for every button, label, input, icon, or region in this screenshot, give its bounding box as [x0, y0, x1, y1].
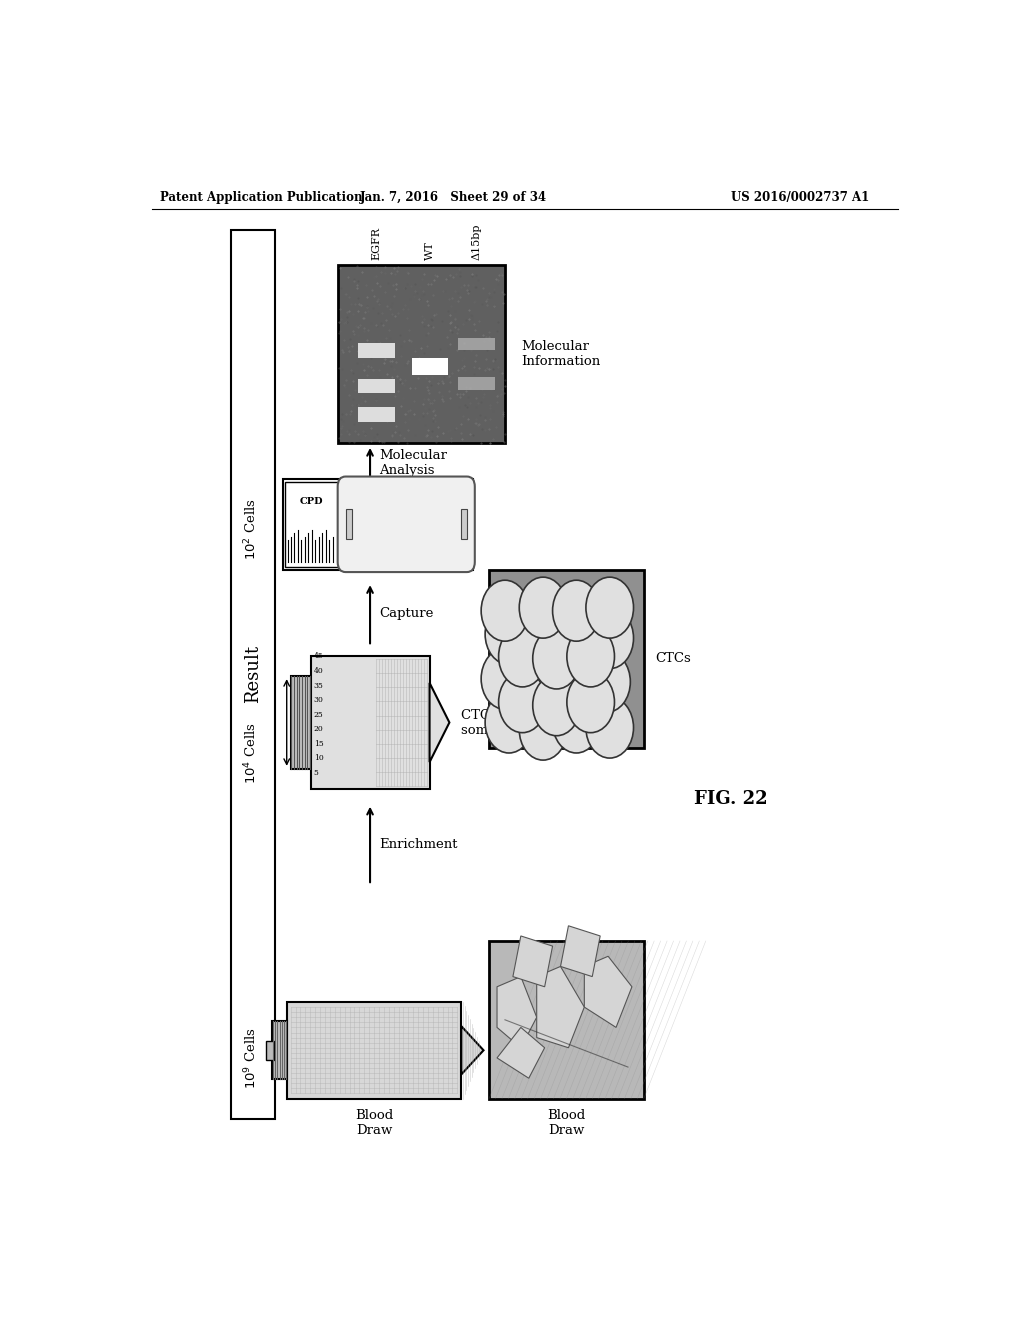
- Bar: [489, 570, 644, 748]
- Circle shape: [519, 577, 567, 638]
- Circle shape: [481, 581, 528, 642]
- Bar: [310, 656, 430, 788]
- Polygon shape: [497, 1027, 545, 1078]
- Text: $10^4$ Cells: $10^4$ Cells: [243, 722, 259, 784]
- Circle shape: [586, 697, 634, 758]
- Circle shape: [586, 607, 634, 669]
- Bar: [266, 1040, 274, 1060]
- Circle shape: [485, 692, 532, 752]
- Bar: [412, 358, 449, 375]
- Text: $10^2$ Cells: $10^2$ Cells: [243, 499, 259, 561]
- Bar: [358, 343, 395, 358]
- Text: US 2016/0002737 A1: US 2016/0002737 A1: [731, 191, 869, 203]
- Text: 5: 5: [313, 768, 318, 776]
- Text: Blood
Draw: Blood Draw: [548, 1109, 586, 1137]
- Text: 20: 20: [313, 725, 324, 733]
- Text: Molecular
Analysis: Molecular Analysis: [380, 449, 447, 478]
- Bar: [283, 479, 473, 570]
- Polygon shape: [585, 956, 632, 1027]
- Bar: [287, 1002, 462, 1098]
- Bar: [461, 510, 467, 540]
- Bar: [285, 482, 339, 568]
- Bar: [358, 408, 395, 421]
- Circle shape: [519, 700, 567, 760]
- Text: 35: 35: [313, 681, 324, 689]
- Circle shape: [532, 675, 581, 735]
- Polygon shape: [560, 925, 600, 977]
- Text: Result: Result: [244, 645, 262, 704]
- Text: WT: WT: [425, 242, 435, 260]
- Polygon shape: [430, 682, 450, 762]
- Bar: [459, 338, 495, 351]
- Text: CTCs: CTCs: [655, 652, 691, 665]
- Text: Jan. 7, 2016   Sheet 29 of 34: Jan. 7, 2016 Sheet 29 of 34: [359, 191, 547, 203]
- Circle shape: [499, 672, 546, 733]
- Circle shape: [532, 628, 581, 689]
- Text: 15: 15: [313, 739, 324, 747]
- FancyBboxPatch shape: [338, 477, 475, 572]
- Text: EGFR: EGFR: [372, 227, 382, 260]
- Circle shape: [586, 577, 634, 638]
- Text: Molecular
Information: Molecular Information: [521, 341, 600, 368]
- Polygon shape: [462, 1026, 483, 1074]
- Text: 30: 30: [313, 696, 324, 704]
- Bar: [338, 265, 505, 444]
- Text: Blood
Draw: Blood Draw: [355, 1109, 393, 1137]
- Bar: [346, 510, 352, 540]
- Circle shape: [583, 651, 631, 713]
- Text: Δ15bp: Δ15bp: [472, 223, 481, 260]
- Circle shape: [553, 692, 600, 752]
- Circle shape: [499, 626, 546, 686]
- Polygon shape: [513, 936, 553, 987]
- Text: Patent Application Publication: Patent Application Publication: [160, 191, 362, 203]
- Circle shape: [553, 603, 600, 664]
- Bar: [272, 1022, 287, 1080]
- Circle shape: [519, 606, 567, 667]
- Text: Capture: Capture: [380, 607, 434, 620]
- Bar: [489, 941, 644, 1098]
- Circle shape: [553, 581, 600, 642]
- Text: 25: 25: [313, 710, 324, 718]
- Text: $10^9$ Cells: $10^9$ Cells: [243, 1027, 259, 1089]
- Text: CPD: CPD: [300, 496, 324, 506]
- Circle shape: [567, 672, 614, 733]
- Circle shape: [567, 626, 614, 686]
- Circle shape: [514, 651, 562, 713]
- Text: Enrichment: Enrichment: [380, 838, 458, 851]
- Text: CTCs and
some WBCs: CTCs and some WBCs: [461, 709, 541, 737]
- Bar: [231, 230, 274, 1119]
- Circle shape: [481, 648, 528, 709]
- Text: 40: 40: [313, 667, 324, 675]
- Text: FIG. 22: FIG. 22: [694, 789, 768, 808]
- Circle shape: [485, 603, 532, 664]
- Polygon shape: [497, 977, 537, 1048]
- Text: 10: 10: [313, 754, 324, 762]
- Circle shape: [549, 648, 596, 709]
- Bar: [459, 378, 495, 389]
- Text: 45: 45: [313, 652, 324, 660]
- Polygon shape: [537, 966, 585, 1048]
- Bar: [291, 676, 310, 768]
- Bar: [358, 379, 395, 393]
